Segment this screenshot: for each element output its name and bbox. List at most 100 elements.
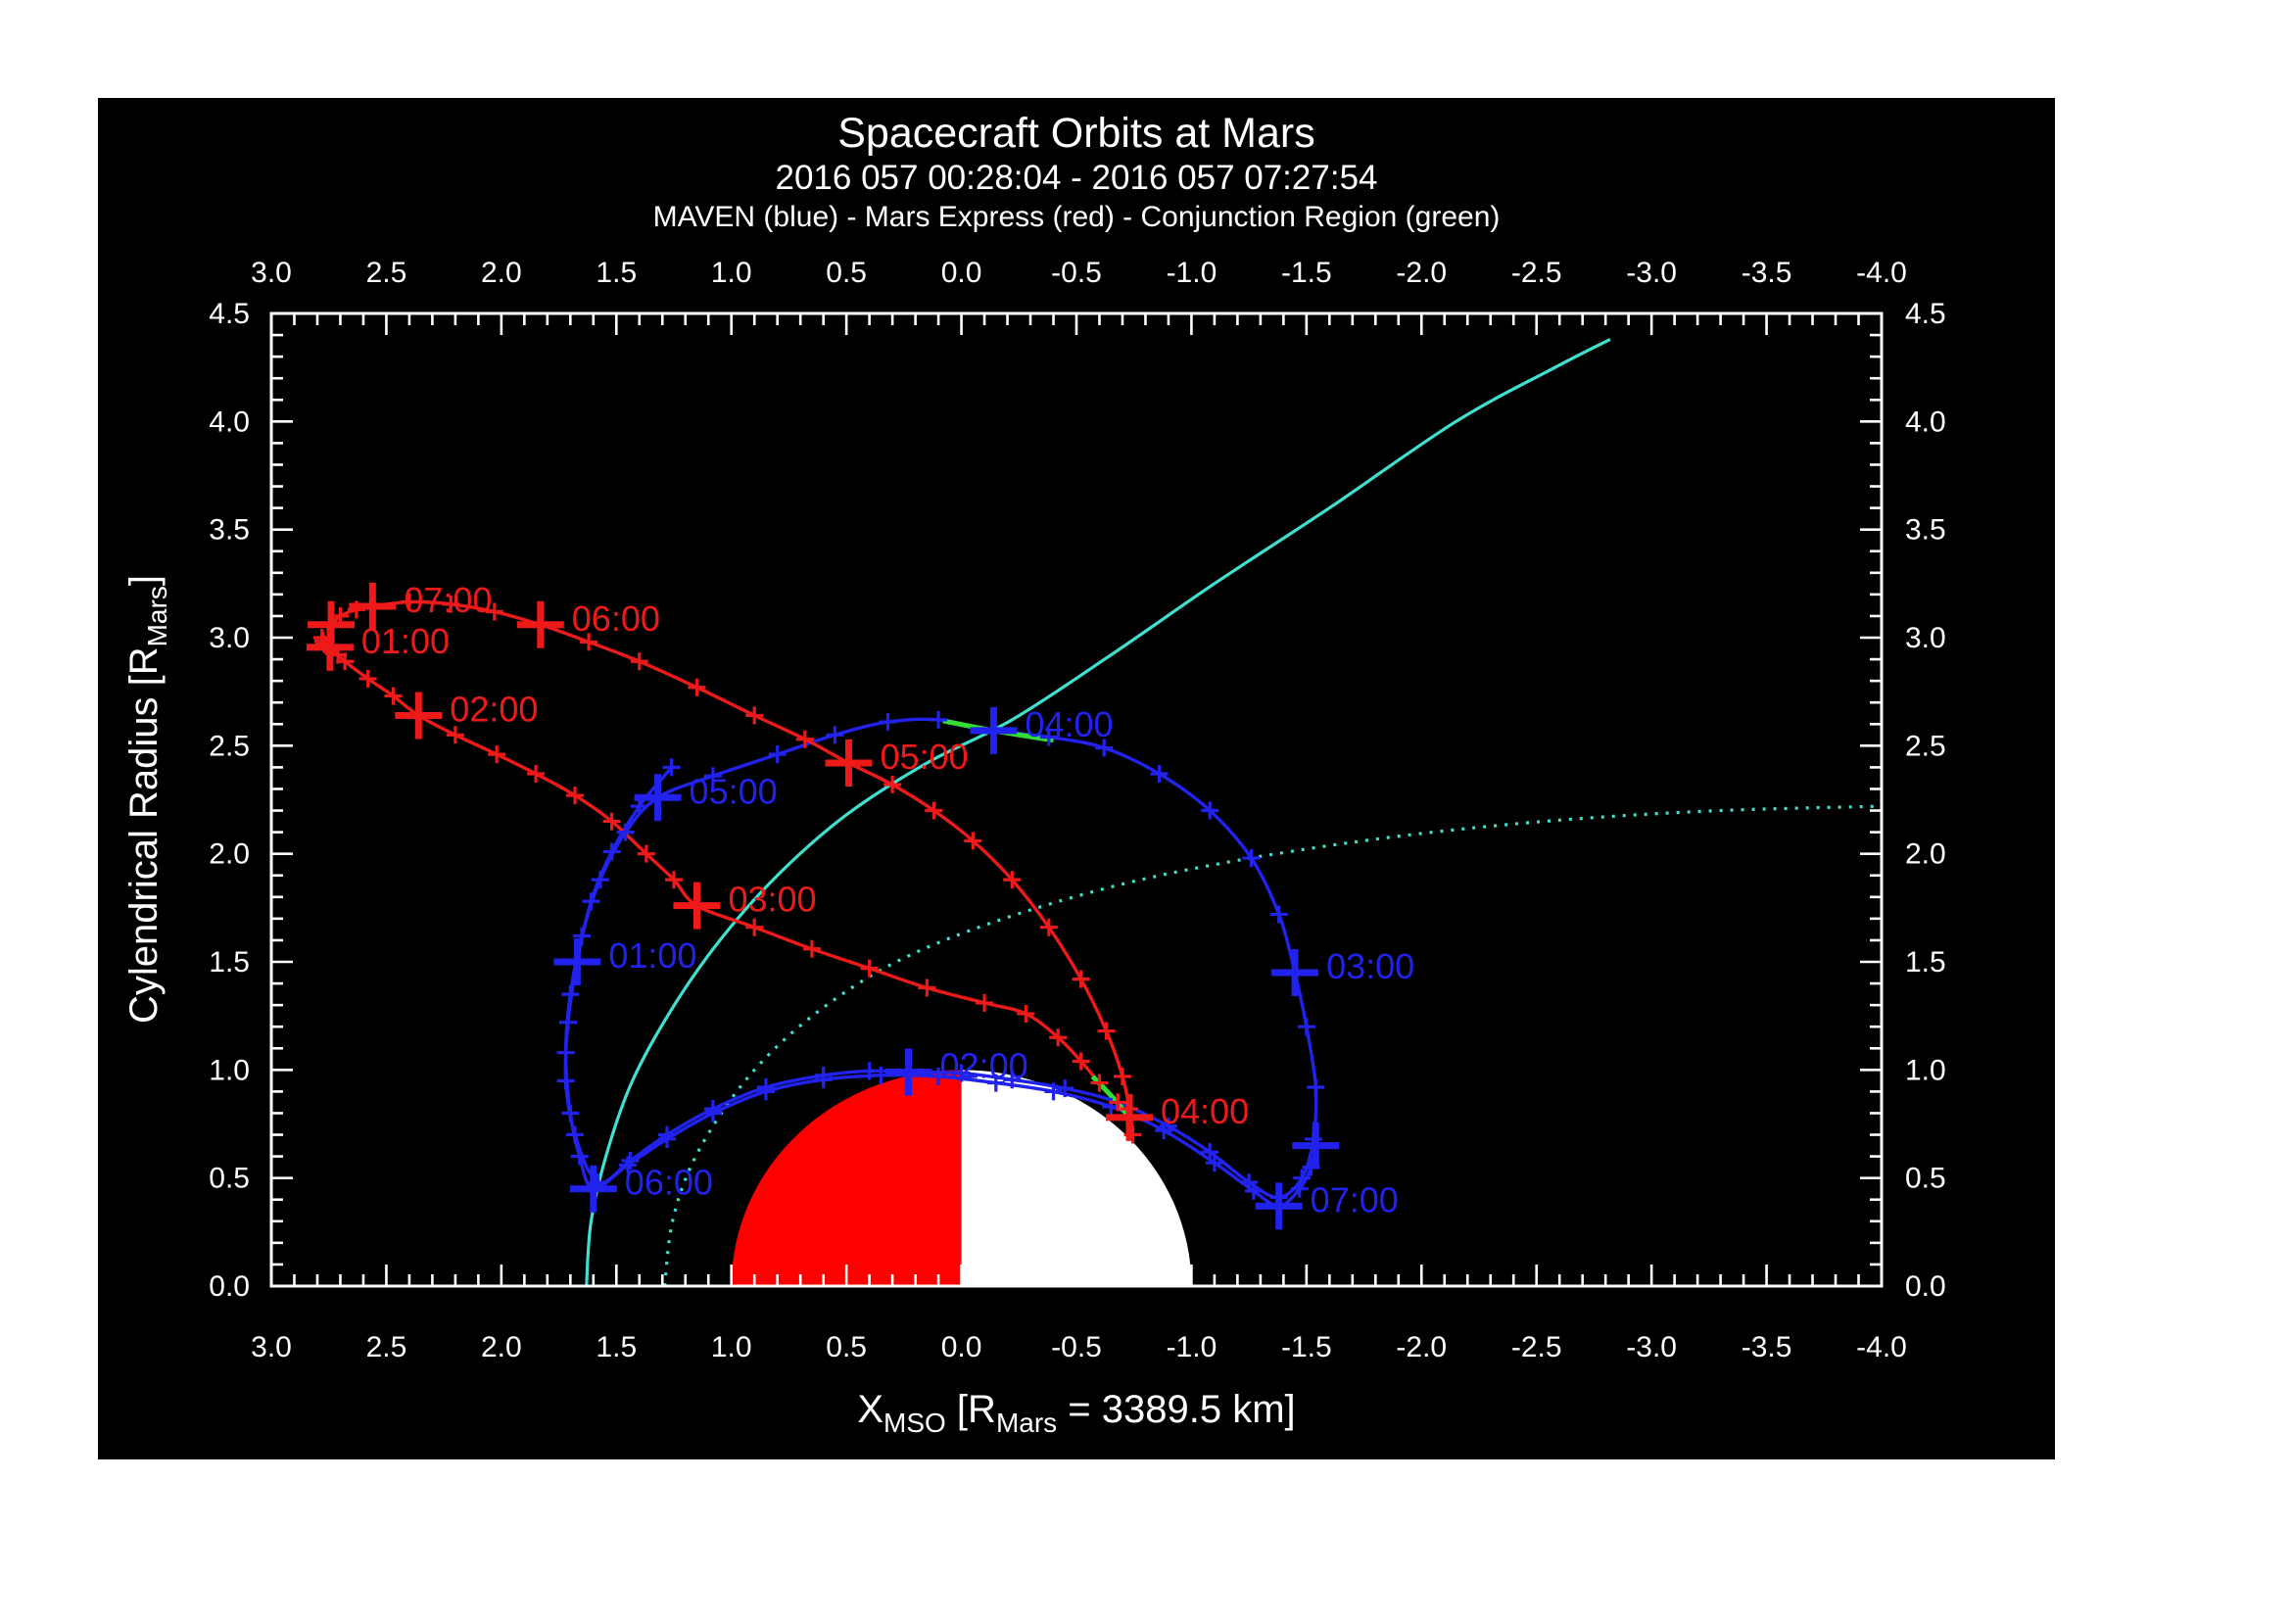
x-tick-label-top: -1.5	[1281, 257, 1332, 289]
mars-express-10min-tick	[446, 726, 464, 744]
x-tick-label-bottom: -2.0	[1396, 1331, 1447, 1363]
maven-10min-tick	[662, 758, 681, 777]
mars-express-10min-tick	[400, 593, 418, 611]
mars-express-10min-tick	[665, 871, 683, 889]
y-tick-label-left: 0.0	[209, 1270, 250, 1303]
x-tick-label-bottom: -4.0	[1856, 1331, 1907, 1363]
mars-dayside-red	[731, 1070, 962, 1286]
mars-express-10min-tick	[1113, 1067, 1131, 1085]
mars-express-10min-tick	[1039, 918, 1058, 936]
x-tick-label-bottom: -1.0	[1167, 1331, 1217, 1363]
maven-hour-marker	[634, 774, 682, 822]
mars-express-10min-tick	[795, 730, 814, 748]
y-axis-title: Cylendrical Radius [RMars]	[122, 575, 172, 1024]
maven-10min-tick	[930, 710, 948, 729]
mars-express-10min-tick	[802, 939, 821, 958]
maven-10min-tick	[986, 1074, 1005, 1092]
mars-express-10min-tick	[860, 959, 879, 978]
maven-10min-tick	[1293, 1169, 1312, 1187]
maven-10min-tick	[561, 1104, 580, 1122]
mars-express-10min-tick	[1090, 1074, 1109, 1092]
maven-10min-tick	[566, 1125, 585, 1144]
maven-10min-tick	[826, 726, 844, 744]
x-tick-label-bottom: -3.5	[1742, 1331, 1792, 1363]
x-tick-label-top: 3.0	[251, 257, 292, 289]
x-tick-label-bottom: -0.5	[1051, 1331, 1102, 1363]
maven-10min-tick	[561, 985, 580, 1004]
y-tick-label-left: 3.0	[209, 622, 250, 654]
maven-hour-label: 05:00	[690, 771, 778, 811]
x-tick-label-bottom: 2.0	[481, 1331, 522, 1363]
mars-express-hour-label: 05:00	[880, 737, 968, 777]
mars-express-10min-tick	[1003, 871, 1022, 889]
maven-10min-tick	[1201, 1143, 1219, 1162]
mars-express-10min-tick	[964, 832, 982, 850]
maven-10min-tick	[768, 745, 787, 764]
maven-hour-marker	[970, 706, 1018, 754]
maven-10min-tick	[556, 1043, 575, 1062]
mars-express-hour-marker	[1106, 1093, 1154, 1141]
maven-10min-tick	[1307, 1077, 1325, 1096]
x-tick-label-bottom: 0.0	[941, 1331, 982, 1363]
maven-10min-tick	[591, 871, 609, 889]
maven-10min-tick	[1242, 849, 1261, 868]
mars-express-10min-tick	[637, 844, 655, 863]
mars-express-hour-marker	[349, 583, 397, 631]
y-tick-label-left: 1.5	[209, 946, 250, 979]
mars-express-10min-tick	[688, 678, 706, 696]
mars-express-hour-marker	[516, 600, 564, 648]
mars-express-10min-tick	[630, 652, 648, 671]
y-tick-label-left: 2.5	[209, 730, 250, 762]
maven-10min-tick	[1269, 905, 1288, 924]
maven-10min-tick	[814, 1071, 833, 1089]
maven-10min-tick	[558, 1013, 577, 1031]
y-tick-label-left: 0.5	[209, 1163, 250, 1195]
mars-express-10min-tick	[566, 787, 585, 805]
mars-express-hour-label: 01:00	[361, 621, 450, 661]
x-tick-label-bottom: 3.0	[251, 1331, 292, 1363]
maven-10min-tick	[1297, 1018, 1315, 1036]
mars-express-10min-tick	[384, 687, 403, 705]
maven-hour-marker	[553, 938, 601, 985]
mars-express-10min-tick	[602, 812, 621, 831]
maven-10min-tick	[1095, 739, 1114, 757]
x-tick-label-top: -2.0	[1396, 257, 1447, 289]
mars-express-10min-tick	[485, 602, 503, 621]
mars-express-10min-tick	[745, 706, 764, 725]
y-tick-label-left: 1.0	[209, 1054, 250, 1086]
x-axis-title: XMSO [RMars = 3389.5 km]	[857, 1388, 1295, 1438]
y-tick-label-right: 0.5	[1905, 1163, 1946, 1195]
x-tick-label-top: -4.0	[1856, 257, 1907, 289]
maven-end-marker	[1292, 1122, 1340, 1170]
mars-express-10min-tick	[1072, 970, 1090, 988]
y-tick-label-right: 4.0	[1905, 406, 1946, 438]
x-tick-label-top: -3.0	[1626, 257, 1677, 289]
x-tick-label-bottom: 2.5	[366, 1331, 407, 1363]
mars-express-10min-tick	[918, 979, 936, 997]
x-tick-label-top: 1.0	[711, 257, 752, 289]
maven-10min-tick	[1056, 1079, 1074, 1098]
maven-hour-marker	[1255, 1182, 1303, 1230]
maven-hour-label: 04:00	[1025, 704, 1113, 744]
x-tick-label-top: 0.0	[941, 257, 982, 289]
x-tick-label-top: -3.5	[1742, 257, 1792, 289]
maven-10min-tick	[619, 1156, 638, 1174]
maven-10min-tick	[573, 927, 592, 945]
mars-express-10min-tick	[358, 669, 377, 688]
maven-10min-tick	[703, 767, 722, 786]
y-tick-label-right: 1.5	[1905, 946, 1946, 979]
maven-10min-tick	[556, 1072, 575, 1090]
maven-hour-marker	[884, 1048, 932, 1096]
y-tick-label-right: 0.0	[1905, 1270, 1946, 1303]
mars-express-10min-tick	[1049, 1028, 1068, 1047]
x-tick-label-top: 2.5	[366, 257, 407, 289]
maven-10min-tick	[1150, 765, 1169, 784]
maven-hour-label: 02:00	[940, 1046, 1028, 1086]
mars-express-10min-tick	[1072, 1052, 1090, 1071]
mars-express-hour-marker	[825, 739, 873, 787]
plot-legend-line: MAVEN (blue) - Mars Express (red) - Conj…	[653, 201, 1501, 233]
mars-express-hour-marker	[306, 623, 354, 671]
